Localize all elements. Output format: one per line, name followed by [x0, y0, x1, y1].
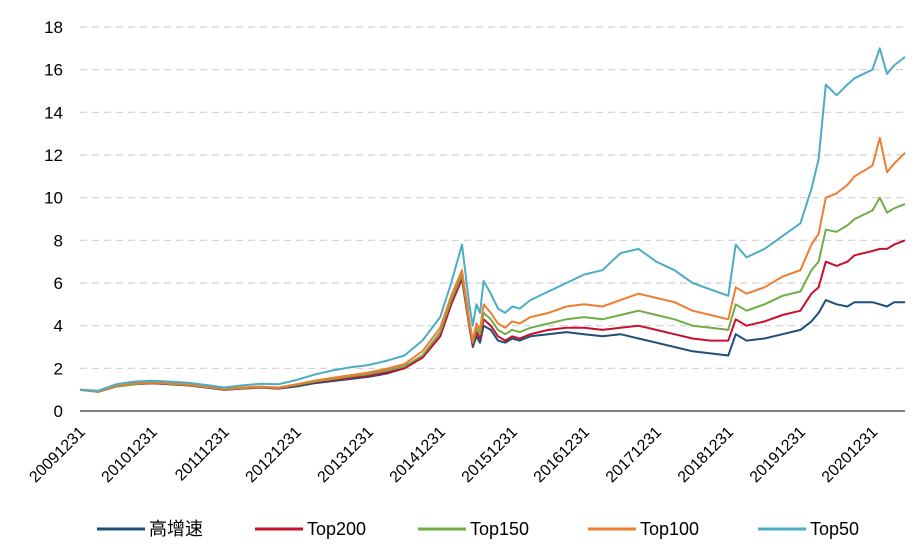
x-tick-label: 20151231	[459, 424, 521, 486]
legend-label: 高增速	[149, 519, 203, 539]
x-tick-label: 20201231	[819, 424, 881, 486]
legend-label: Top100	[640, 519, 699, 539]
x-tick-label: 20181231	[675, 424, 737, 486]
y-tick-label: 10	[44, 189, 63, 208]
x-tick-label: 20191231	[747, 424, 809, 486]
series-line-3	[79, 136, 906, 393]
y-tick-label: 0	[54, 402, 63, 421]
y-tick-label: 12	[44, 146, 63, 165]
x-tick-label: 20111231	[172, 424, 233, 485]
legend-label: Top50	[810, 519, 859, 539]
gridlines	[80, 26, 905, 369]
legend-label: Top200	[307, 519, 366, 539]
y-tick-label: 8	[54, 231, 63, 250]
x-tick-label: 20091231	[26, 424, 88, 486]
x-tick-label: 20161231	[531, 424, 593, 486]
legend: 高增速 Top200 Top150 Top100 Top50	[97, 519, 859, 539]
x-tick-label: 20121231	[243, 424, 305, 486]
series-line-2	[79, 196, 906, 393]
x-tick-label: 20101231	[99, 424, 161, 486]
y-tick-label: 18	[44, 18, 63, 37]
y-tick-label: 2	[54, 359, 63, 378]
series-line-4	[79, 47, 906, 392]
y-tick-label: 16	[44, 61, 63, 80]
y-tick-label: 6	[54, 274, 63, 293]
y-tick-label: 14	[44, 103, 63, 122]
x-tick-label: 20141231	[387, 424, 449, 486]
x-tick-label: 20131231	[315, 424, 377, 486]
series-lines	[79, 47, 906, 393]
x-tick-label: 20171231	[603, 424, 665, 486]
legend-label: Top150	[470, 519, 529, 539]
y-tick-label: 4	[54, 317, 63, 336]
